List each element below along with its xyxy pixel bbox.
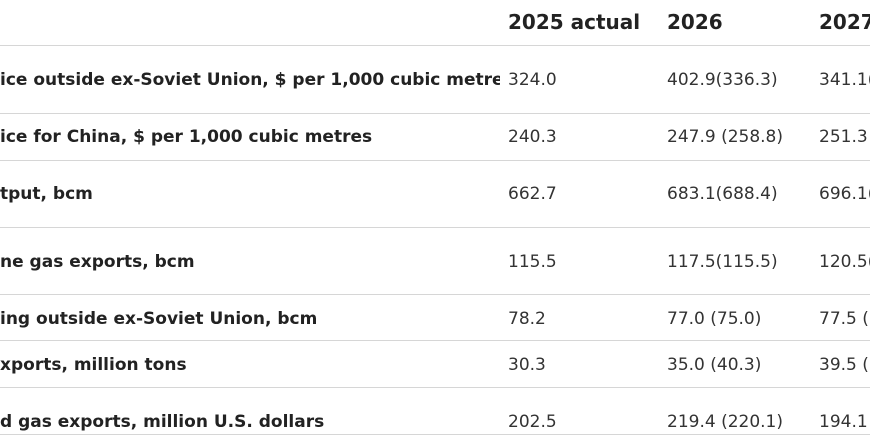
value-2027: 39.5 (	[819, 355, 869, 375]
value-2027: 77.5 (	[819, 309, 869, 329]
value-2025: 240.3	[508, 127, 557, 147]
header-row: 2025 actual 2026 2027	[0, 0, 870, 46]
value-2026: 402.9(336.3)	[667, 70, 778, 90]
table-row: ing outside ex-Soviet Union, bcm 78.2 77…	[0, 295, 870, 341]
value-2026: 683.1(688.4)	[667, 184, 778, 204]
header-2025-actual: 2025 actual	[508, 10, 641, 34]
value-2026: 247.9 (258.8)	[667, 127, 784, 147]
header-2026: 2026	[667, 10, 723, 34]
row-label: xports, million tons	[0, 355, 187, 375]
value-2027: 696.1(	[819, 184, 870, 204]
row-label: ne gas exports, bcm	[0, 252, 195, 272]
row-label: ice for China, $ per 1,000 cubic metres	[0, 127, 373, 147]
value-2026: 77.0 (75.0)	[667, 309, 762, 329]
value-2027: 341.1(	[819, 70, 870, 90]
value-2025: 78.2	[508, 309, 546, 329]
table-row: d gas exports, million U.S. dollars 202.…	[0, 388, 870, 435]
table-row: ice for China, $ per 1,000 cubic metres …	[0, 114, 870, 161]
value-2027: 120.5(	[819, 252, 870, 272]
value-2026: 117.5(115.5)	[667, 252, 778, 272]
table-row: xports, million tons 30.3 35.0 (40.3) 39…	[0, 341, 870, 388]
value-2025: 662.7	[508, 184, 557, 204]
row-label: tput, bcm	[0, 184, 93, 204]
header-2027: 2027	[819, 10, 870, 34]
value-2025: 202.5	[508, 412, 557, 432]
table-row: ne gas exports, bcm 115.5 117.5(115.5) 1…	[0, 228, 870, 295]
row-label: d gas exports, million U.S. dollars	[0, 412, 325, 432]
row-label: ice outside ex-Soviet Union, $ per 1,000…	[0, 70, 500, 90]
value-2026: 35.0 (40.3)	[667, 355, 762, 375]
table-row: ice outside ex-Soviet Union, $ per 1,000…	[0, 46, 870, 114]
value-2025: 30.3	[508, 355, 546, 375]
value-2027: 251.3	[819, 127, 868, 147]
value-2025: 115.5	[508, 252, 557, 272]
value-2026: 219.4 (220.1)	[667, 412, 784, 432]
table-row: tput, bcm 662.7 683.1(688.4) 696.1(	[0, 161, 870, 228]
value-2027: 194.1 (	[819, 412, 870, 432]
value-2025: 324.0	[508, 70, 557, 90]
row-label: ing outside ex-Soviet Union, bcm	[0, 309, 318, 329]
